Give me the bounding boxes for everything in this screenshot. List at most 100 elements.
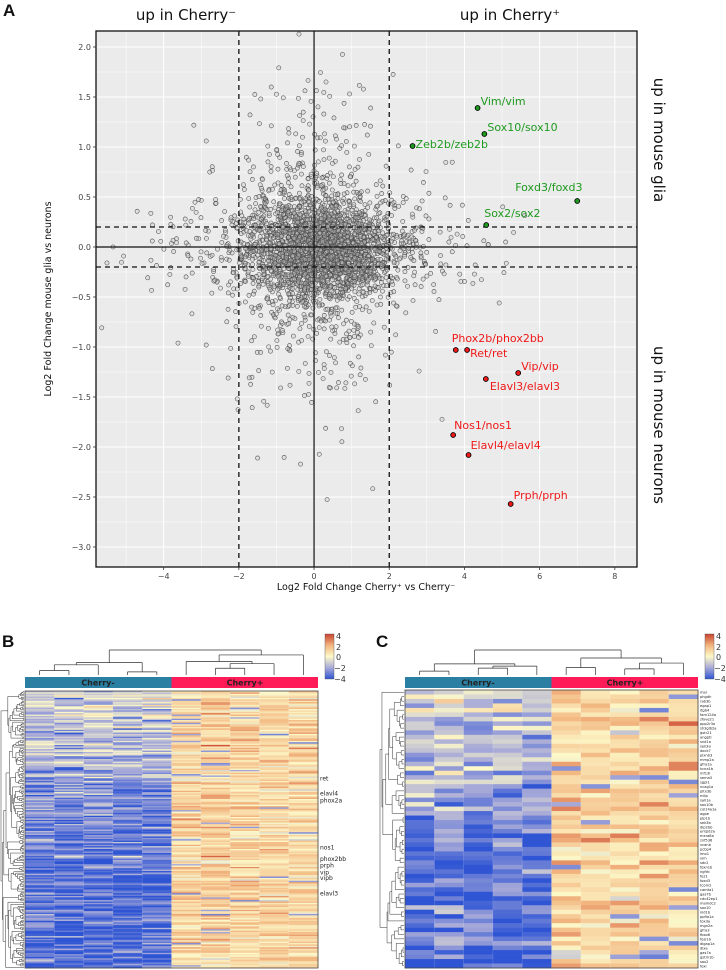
data-point — [306, 324, 312, 329]
x-tick-label: 6 — [537, 572, 542, 581]
data-point — [393, 303, 399, 309]
y-tick-label: −1.0 — [72, 343, 91, 352]
data-point — [246, 292, 252, 298]
data-point — [209, 252, 215, 258]
data-point — [299, 171, 304, 177]
highlighted-point — [483, 376, 489, 382]
data-point — [246, 375, 252, 381]
data-point — [381, 324, 387, 330]
data-point — [274, 345, 280, 350]
data-point — [416, 368, 422, 374]
data-point — [284, 173, 290, 179]
plot-background — [96, 31, 637, 567]
data-point — [264, 221, 270, 226]
data-point — [233, 324, 239, 329]
data-point — [254, 349, 260, 355]
data-point — [426, 190, 432, 196]
data-point — [370, 486, 376, 492]
data-point — [446, 239, 452, 245]
data-point — [192, 199, 198, 205]
data-point — [330, 235, 336, 241]
data-point — [306, 381, 312, 386]
data-point — [352, 321, 357, 327]
data-point — [288, 257, 294, 263]
data-point — [274, 338, 280, 343]
data-point — [321, 157, 327, 162]
data-point — [329, 204, 335, 210]
data-point — [326, 155, 332, 161]
data-point — [193, 210, 199, 215]
data-point — [338, 237, 344, 243]
data-point — [295, 219, 301, 225]
data-point — [315, 257, 320, 263]
data-point — [191, 122, 197, 128]
data-point — [437, 229, 443, 235]
data-point — [360, 265, 366, 271]
data-point — [250, 275, 256, 281]
data-point — [188, 219, 194, 224]
data-point — [276, 65, 282, 71]
data-point — [319, 205, 325, 211]
data-point — [295, 287, 301, 292]
data-point — [298, 248, 303, 253]
data-point — [338, 181, 344, 186]
panel-label-a: A — [3, 1, 15, 20]
data-point — [363, 304, 369, 310]
data-point — [299, 280, 304, 286]
data-point — [268, 84, 274, 90]
data-point — [462, 279, 467, 284]
data-point — [149, 238, 155, 244]
x-tick-label: 2 — [387, 572, 392, 581]
data-point — [302, 317, 308, 323]
data-point — [275, 232, 281, 237]
gene-label: Vim/vim — [481, 95, 526, 108]
data-point — [341, 100, 347, 106]
data-point — [248, 233, 254, 239]
data-point — [500, 204, 506, 210]
data-point — [339, 439, 345, 445]
data-point — [383, 163, 389, 169]
data-point — [357, 157, 362, 162]
data-point — [298, 226, 303, 231]
data-point — [317, 286, 323, 292]
data-point — [290, 333, 296, 339]
data-point — [250, 310, 256, 315]
data-point — [213, 200, 219, 206]
data-point — [423, 262, 428, 267]
data-point — [347, 174, 353, 180]
data-point — [302, 361, 308, 366]
data-point — [307, 256, 312, 262]
data-point — [346, 249, 352, 254]
data-point — [449, 249, 455, 255]
data-point — [198, 255, 203, 261]
data-point — [441, 271, 447, 277]
data-point — [224, 256, 230, 262]
data-point — [352, 381, 358, 387]
data-point — [391, 260, 397, 266]
data-point — [317, 220, 323, 225]
data-point — [276, 241, 282, 247]
data-point — [364, 132, 370, 138]
data-point — [339, 229, 345, 235]
data-point — [290, 286, 295, 292]
data-point — [359, 189, 364, 195]
data-point — [227, 247, 233, 253]
data-point — [258, 350, 264, 355]
data-point — [496, 300, 502, 306]
data-point — [331, 355, 337, 361]
data-point — [248, 249, 254, 255]
data-point — [305, 183, 311, 189]
data-point — [485, 242, 491, 247]
data-point — [285, 346, 291, 352]
data-point — [293, 131, 299, 137]
data-point — [302, 222, 308, 227]
data-point — [271, 235, 276, 241]
y-tick-label: 0.5 — [78, 193, 91, 202]
data-point — [328, 336, 334, 342]
data-point — [386, 200, 391, 206]
data-point — [340, 250, 346, 256]
data-point — [355, 408, 361, 414]
data-point — [369, 298, 375, 303]
data-point — [320, 278, 326, 283]
data-point — [321, 313, 327, 318]
